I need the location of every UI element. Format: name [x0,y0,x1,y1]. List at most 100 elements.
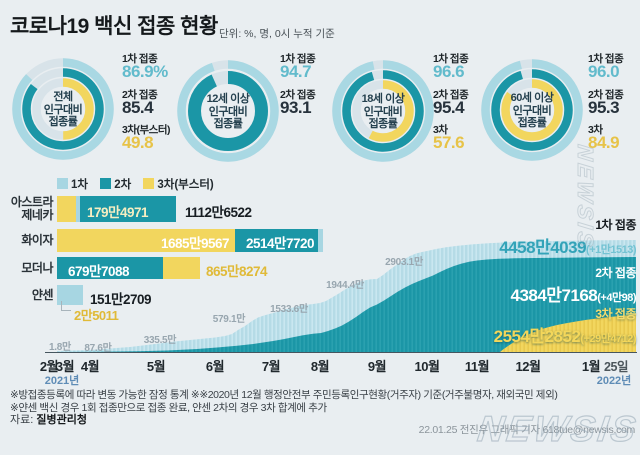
moderna-dose3-segment [163,257,200,279]
stat-label: 1차 접종 [122,53,158,65]
donut-rings [12,58,114,160]
milestone-label: 335.5만 [143,335,177,346]
pfizer-dose3-segment: 1685만9567 [57,229,235,252]
stat-label: 3차 [588,124,603,136]
stat-label: 2차 접종 [280,89,316,101]
source-line: 자료: 질병관리청 [10,414,87,426]
x-axis-label: 4월 [80,359,100,374]
donut-chart-age12plus: 12세 이상 인구대비 접종률 [173,56,283,166]
stat-label: 2차 접종 [588,89,624,101]
milestone-label: 87.6만 [84,343,112,354]
footnote-2: ※얀센 백신 경우 1회 접종만으로 접종 완료, 얀센 2차의 경우 3차 합… [10,402,327,414]
newsis-watermark-side: NEWSIS [573,143,599,251]
az-dose2-segment: 179만4971 [80,196,176,222]
total-dose2-delta: (+4만98) [597,292,636,304]
janssen-dose1-segment [57,285,83,305]
stat-label: 1차 접종 [588,53,624,65]
milestone-label: 579.1만 [212,314,246,325]
stat-value: 93.1 [280,98,312,117]
x-axis-label: 10월 [414,359,440,374]
donut-chart-age18plus: 18세 이상 인구대비 접종률 [328,56,438,166]
donut-center-label: 60세 이상 인구대비 접종률 [510,92,554,129]
milestone-label: 1533.6만 [270,304,308,315]
janssen-callout-line [61,301,71,311]
year-end-label: 2022년 [596,375,632,387]
moderna-dose2-value: 679만7088 [68,264,129,279]
x-axis-label: 8월 [310,359,330,374]
vaccine-label-janssen: 얀센 [31,288,54,302]
total-dose2: 2차 접종 4384만7168(+4만98) [510,264,636,306]
newsis-watermark: NEWSIS [475,407,640,449]
stat-value: 94.7 [280,62,312,81]
az-dose1-value: 1112만6522 [185,205,252,220]
total-dose3-label: 3차 접종 [595,307,636,321]
stat-label: 2차 접종 [122,89,158,101]
pfizer-dose2-value: 2514만7720 [246,236,315,251]
az-dose3-segment [57,196,76,222]
x-axis-label: 1월 [581,359,601,374]
stat-label: 1차 접종 [433,53,469,65]
total-dose1-delta: (+1만1513) [586,244,636,256]
title-emphasis: 백신 접종 [94,15,175,38]
milestone-label: 1.8만 [49,342,71,353]
x-axis-label: 6월 [205,359,225,374]
stat-value: 96.0 [588,62,620,81]
donut-rings [177,60,279,162]
stat-value: 95.4 [433,98,465,117]
x-axis-label: 12월 [515,359,541,374]
x-axis-label: 3월 [55,359,75,374]
x-axis-label: 9월 [367,359,387,374]
legend-item-dose1: 1차 [57,178,88,191]
pfizer-dose1-segment [318,229,323,252]
total-dose1-label: 1차 접종 [595,218,636,232]
dose3-area [500,314,636,352]
milestone-label: 2903.1만 [385,257,423,268]
stat-label: 3차 [433,124,448,136]
total-dose3-value: 2554만2852 [493,327,581,346]
total-dose1-value: 4458만4039 [499,238,587,257]
moderna-dose2-segment: 679만7088 [57,257,163,279]
pfizer-dose3-value: 1685만9567 [161,236,230,251]
source-name: 질병관리청 [36,414,87,426]
stat-value: 57.6 [433,133,465,152]
donut-rings [332,60,434,162]
dose2-area [57,257,636,352]
stat-label: 2차 접종 [433,89,469,101]
janssen-dose1-value: 151만2709 [90,292,151,307]
vaccine-label-astrazeneca: 아스트라 제네카 [10,195,54,222]
dose2-swatch [100,178,112,189]
total-dose1: 1차 접종 4458만4039(+1만1513) [499,216,636,258]
milestone-label: 1944.4만 [326,280,364,291]
total-dose3-delta: (+29만4712) [580,333,636,345]
x-axis-line [45,352,637,353]
year-start-label: 2021년 [44,375,80,387]
stat-value: 84.9 [588,133,620,152]
total-dose2-value: 4384만7168 [510,286,598,305]
donut-chart-total-population: 전체 인구대비 접종률 [8,54,118,164]
vaccine-label-pfizer: 화이자 [21,233,53,247]
stat-value: 49.8 [122,133,154,152]
vaccine-label-moderna: 모더나 [21,261,53,275]
donut-chart-age60plus: 60세 이상 인구대비 접종률 [477,55,587,165]
donut-center-label: 전체 인구대비 접종률 [43,91,83,128]
dose-legend: 1차 2차 3차(부스터) [57,176,223,191]
stat-value: 86.9% [122,62,168,81]
legend-item-dose3: 3차(부스터) [143,178,214,191]
dose1-swatch [57,178,68,189]
donut-center-label: 18세 이상 인구대비 접종률 [361,93,405,130]
credit-line: 22.01.25 전진우 그래픽 기자 618tue@newsis.com [418,424,636,436]
moderna-dose3-value: 865만8274 [206,264,267,279]
stat-value: 95.3 [588,98,620,117]
az-dose2-value: 179만4971 [87,205,148,220]
total-dose3: 3차 접종 2554만2852(+29만4712) [493,305,637,347]
pfizer-dose2-segment: 2514만7720 [235,229,318,252]
x-axis-label: 5월 [146,359,166,374]
donut-rings [481,59,583,161]
cumulative-area-chart [57,240,636,352]
x-axis-label: 7월 [261,359,281,374]
az-dose1-segment [76,196,80,222]
stat-label: 1차 접종 [280,53,316,65]
unit-note: 단위: %, 명, 0시 누적 기준 [219,28,335,40]
stat-label: 3차(부스터) [122,124,170,136]
